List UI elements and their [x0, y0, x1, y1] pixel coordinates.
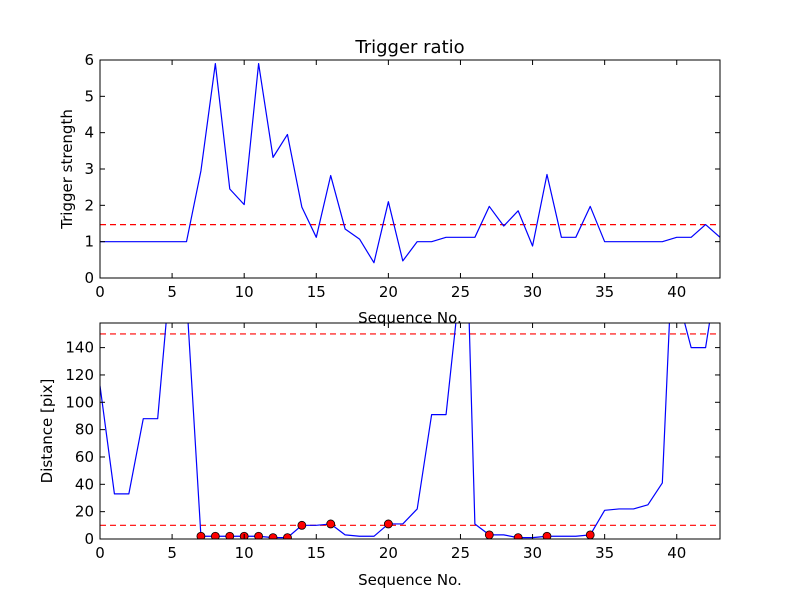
data-point-marker [210, 531, 220, 539]
series-group [100, 63, 720, 264]
data-point-marker [484, 530, 494, 539]
x-tick-label: 25 [451, 544, 470, 562]
x-tick-label: 15 [307, 283, 326, 301]
y-tick-label: 2 [84, 196, 94, 214]
y-tick-label: 0 [84, 530, 94, 548]
y-tick-label: 40 [75, 475, 94, 493]
x-tick-label: 10 [235, 283, 254, 301]
plot-frame [99, 59, 721, 279]
y-tick-label: 80 [75, 421, 94, 439]
y-tick-label: 1 [84, 233, 94, 251]
x-tick-label: 30 [523, 544, 542, 562]
y-tick-label: 100 [65, 393, 94, 411]
x-tick-label: 5 [167, 283, 177, 301]
x-tick-label: 35 [595, 283, 614, 301]
tick-group: 0 5 10 15 20 25 30 35 40 0 20 40 60 80 100 120 140 [65, 323, 720, 562]
y-tick-label: 60 [75, 448, 94, 466]
x-tick-label: 0 [95, 544, 105, 562]
y-tick-label: 4 [84, 124, 94, 142]
distance-chart: 0 5 10 15 20 25 30 35 40 0 20 40 60 80 100 120 140 Seque… [38, 322, 721, 589]
plot-frame [99, 322, 721, 540]
data-point-marker [283, 533, 292, 539]
y-tick-label: 6 [84, 51, 94, 69]
data-point-marker [326, 519, 336, 529]
x-tick-label: 20 [379, 283, 398, 301]
data-point-marker [225, 531, 235, 539]
x-axis-label: Sequence No. [358, 309, 462, 327]
y-tick-label: 120 [65, 366, 94, 384]
x-tick-label: 30 [523, 283, 542, 301]
y-tick-label: 3 [84, 160, 94, 178]
x-tick-label: 10 [235, 544, 254, 562]
y-axis-label: Trigger strength [58, 109, 76, 230]
y-tick-label: 20 [75, 503, 94, 521]
x-tick-label: 5 [167, 544, 177, 562]
x-tick-label: 40 [667, 544, 686, 562]
data-point-marker [254, 531, 264, 539]
x-tick-label: 15 [307, 544, 326, 562]
data-point-marker [268, 533, 278, 539]
y-axis-label: Distance [pix] [38, 379, 56, 484]
x-tick-label: 0 [95, 283, 105, 301]
data-point-marker [383, 519, 393, 529]
threshold-lines [100, 333, 720, 526]
y-tick-label: 0 [84, 269, 94, 287]
x-tick-label: 25 [451, 283, 470, 301]
trigger-ratio-chart: Trigger ratio 0 5 10 15 20 25 30 35 40 0 1 2 3 4 5 6 Se… [58, 37, 721, 327]
data-point-marker [585, 530, 595, 539]
data-point-marker [196, 531, 206, 539]
chart-title: Trigger ratio [354, 37, 464, 58]
series-group [100, 323, 711, 539]
series-line [100, 323, 711, 539]
x-tick-label: 35 [595, 544, 614, 562]
data-point-marker [513, 533, 523, 539]
x-axis-label: Sequence No. [358, 571, 462, 589]
data-point-marker [297, 520, 307, 530]
tick-group: 0 5 10 15 20 25 30 35 40 0 1 2 3 4 5 6 [84, 51, 720, 301]
data-point-marker [542, 531, 552, 539]
series-line [100, 63, 720, 264]
y-tick-label: 140 [65, 339, 94, 357]
x-tick-label: 40 [667, 283, 686, 301]
y-tick-label: 5 [84, 87, 94, 105]
x-tick-label: 20 [379, 544, 398, 562]
